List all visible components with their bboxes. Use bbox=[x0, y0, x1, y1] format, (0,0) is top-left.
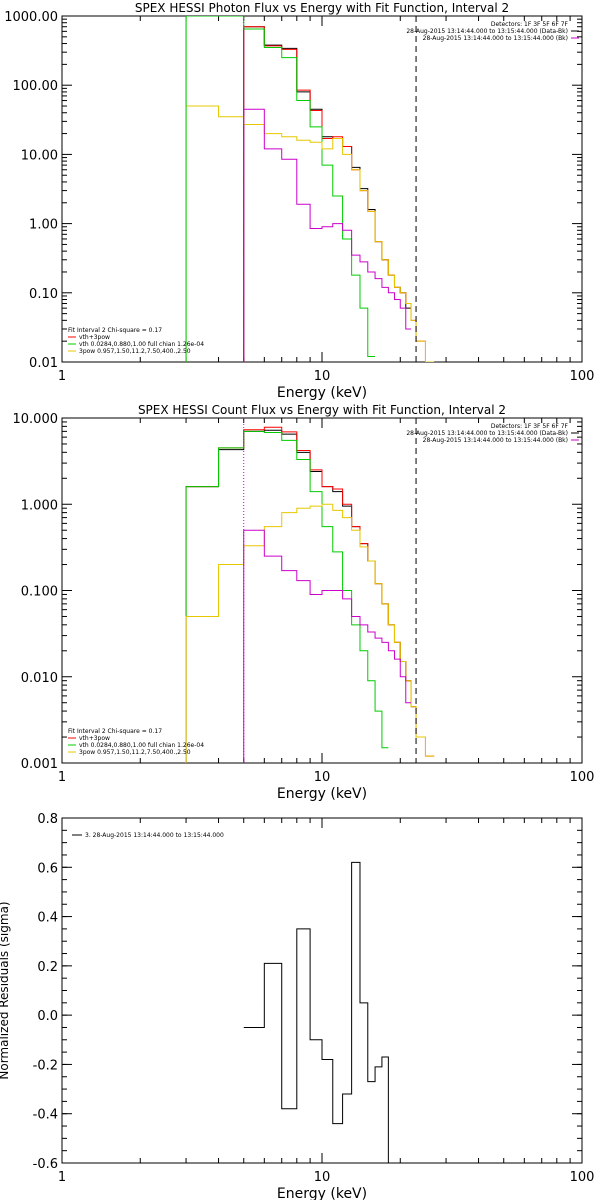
header-line: Detectors: 1F 3F 5F 6F 7F bbox=[491, 423, 569, 430]
y-tick-label: 1.000 bbox=[21, 498, 58, 513]
x-tick-label: 1 bbox=[58, 770, 66, 785]
header-line: 28-Aug-2015 13:14:44.000 to 13:15:44.000… bbox=[406, 430, 568, 437]
y-tick-label: -0.2 bbox=[33, 1058, 58, 1073]
legend-title: Fit Interval 2 Chi-square = 0.17 bbox=[68, 728, 162, 735]
x-tick-label: 10 bbox=[314, 1170, 331, 1185]
series-line-vth bbox=[185, 16, 376, 362]
x-tick-label: 100 bbox=[570, 1170, 595, 1185]
header-line: 28-Aug-2015 13:14:44.000 to 13:15:44.000… bbox=[423, 35, 568, 42]
x-tick-label: 10 bbox=[314, 770, 331, 785]
y-axis-label: Normalized Residuals (sigma) bbox=[0, 901, 11, 1079]
legend-entry: 3pow 0.957,1.50,11.2,7.50,400.,2.50 bbox=[79, 348, 191, 355]
x-tick-label: 100 bbox=[570, 770, 595, 785]
x-axis-label: Energy (keV) bbox=[277, 1186, 367, 1200]
y-tick-label: 0.001 bbox=[21, 757, 58, 772]
y-tick-label: 0.100 bbox=[21, 585, 58, 600]
series-line-residuals bbox=[243, 861, 417, 1163]
x-tick-label: 1 bbox=[58, 369, 66, 384]
y-tick-label: 0.2 bbox=[37, 960, 58, 975]
legend-entry: 3. 28-Aug-2015 13:14:44.000 to 13:15:44.… bbox=[85, 832, 224, 839]
y-tick-label: 0.0 bbox=[37, 1009, 58, 1024]
series-line-3pow bbox=[185, 105, 435, 362]
legend-entry: vth 0.0284,0.880,1.00 full chian 1.26e-0… bbox=[79, 742, 204, 749]
legend-entry: vth 0.0284,0.880,1.00 full chian 1.26e-0… bbox=[79, 341, 204, 348]
header-line: Detectors: 1F 3F 5F 6F 7F bbox=[491, 21, 569, 28]
legend-entry: vth+3pow bbox=[79, 334, 110, 341]
series-line-bk bbox=[243, 529, 412, 763]
plot-frame bbox=[61, 817, 583, 1164]
y-tick-label: 0.010 bbox=[21, 671, 58, 686]
y-tick-label: 0.01 bbox=[29, 356, 58, 371]
series-line-3pow bbox=[185, 503, 435, 763]
plot-frame bbox=[61, 15, 583, 363]
header-line: 28-Aug-2015 13:14:44.000 to 13:15:44.000… bbox=[423, 437, 568, 444]
y-tick-label: 0.6 bbox=[37, 861, 58, 876]
y-tick-label: 0.4 bbox=[37, 911, 58, 926]
y-tick-label: -0.6 bbox=[33, 1157, 58, 1172]
y-tick-label: 10.00 bbox=[21, 148, 58, 163]
y-tick-label: 100.00 bbox=[13, 79, 59, 94]
x-axis-label: Energy (keV) bbox=[277, 385, 367, 401]
series-group bbox=[243, 861, 417, 1163]
series-group bbox=[185, 16, 435, 362]
series-line-bk bbox=[243, 108, 412, 362]
legend-entry: vth+3pow bbox=[79, 735, 110, 742]
panel-3: 1 10 100 Energy (keV) -0.6 -0.4 -0.2 0.0 0.2 0.4 0… bbox=[0, 812, 595, 1202]
panel-2: SPEX HESSI Count Flux vs Energy with Fit… bbox=[13, 403, 595, 802]
series-line-vth bbox=[185, 430, 389, 763]
series-line-data-bk bbox=[243, 26, 412, 362]
panel-1: SPEX HESSI Photon Flux vs Energy with Fi… bbox=[4, 1, 594, 401]
x-tick-label: 10 bbox=[314, 369, 331, 384]
legend-entry: 3pow 0.957,1.50,11.2,7.50,400.,2.50 bbox=[79, 749, 191, 756]
y-tick-label: -0.4 bbox=[33, 1108, 58, 1123]
chart-title: SPEX HESSI Count Flux vs Energy with Fit… bbox=[138, 403, 506, 417]
y-tick-label: 1000.00 bbox=[4, 10, 58, 25]
y-tick-label: 10.000 bbox=[13, 412, 59, 427]
x-tick-label: 1 bbox=[58, 1170, 66, 1185]
chart-title: SPEX HESSI Photon Flux vs Energy with Fi… bbox=[135, 1, 509, 15]
legend-title: Fit Interval 2 Chi-square = 0.17 bbox=[68, 327, 162, 334]
header-line: 28-Aug-2015 13:14:44.000 to 13:15:44.000… bbox=[406, 28, 568, 35]
y-tick-label: 0.10 bbox=[29, 287, 58, 302]
y-tick-label: 0.8 bbox=[37, 812, 58, 827]
y-tick-label: 1.00 bbox=[29, 218, 58, 233]
series-group bbox=[185, 426, 435, 763]
x-axis-label: Energy (keV) bbox=[277, 786, 367, 802]
x-tick-label: 100 bbox=[570, 369, 595, 384]
